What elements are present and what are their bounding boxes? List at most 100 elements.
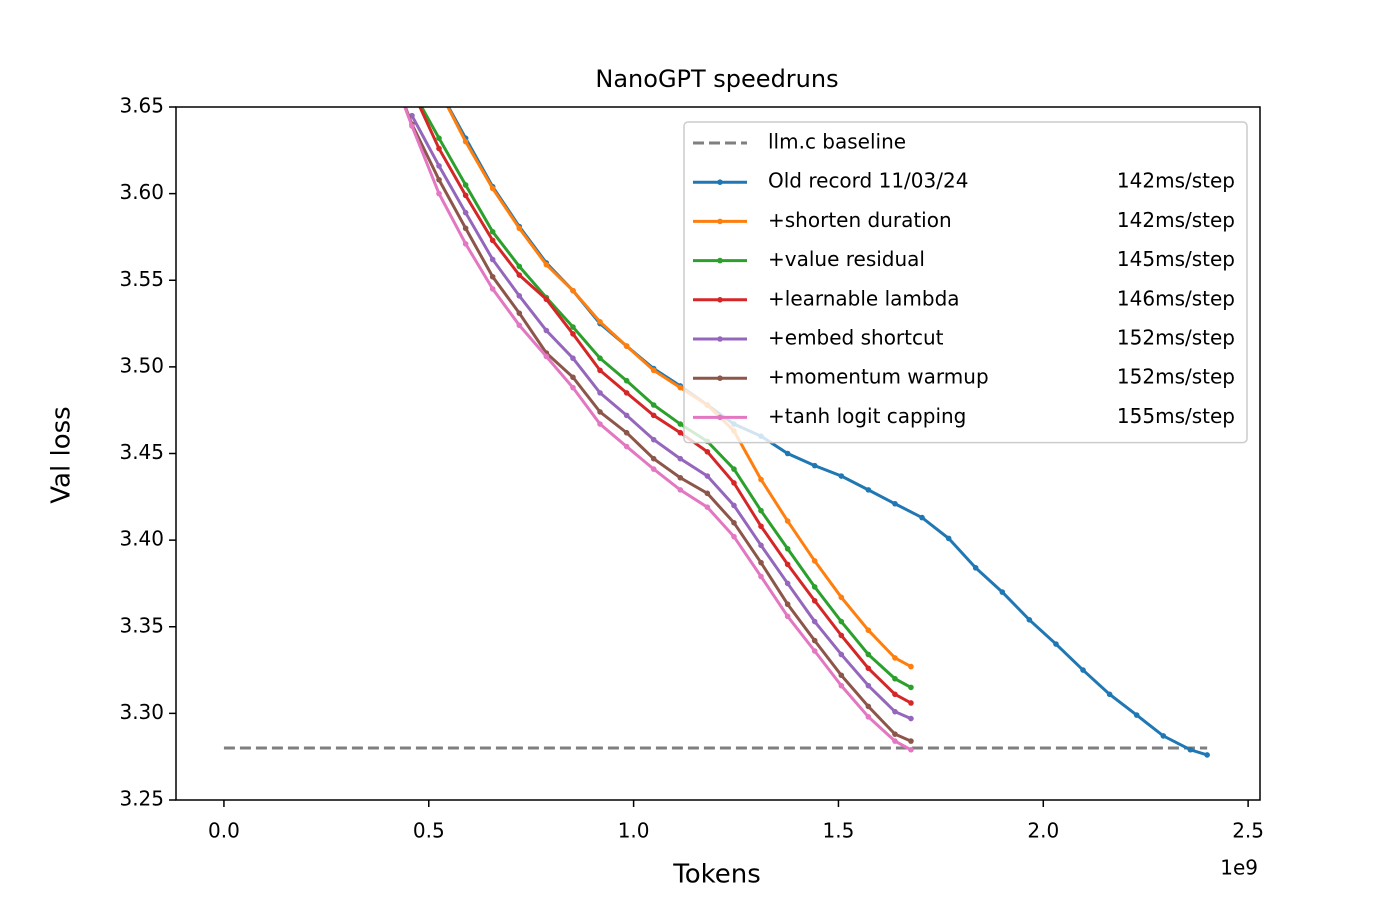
legend-label: +shorten duration xyxy=(768,208,952,232)
data-point xyxy=(972,565,979,571)
data-point xyxy=(811,584,818,590)
data-point xyxy=(597,367,603,374)
data-point xyxy=(784,450,791,457)
data-point xyxy=(704,490,711,497)
data-point xyxy=(784,561,791,568)
data-point xyxy=(892,675,898,682)
data-point xyxy=(436,135,442,141)
data-point xyxy=(704,504,711,511)
data-point xyxy=(597,319,603,325)
data-point xyxy=(731,466,737,472)
data-point xyxy=(784,601,791,608)
data-point xyxy=(838,473,845,479)
data-point xyxy=(811,462,818,469)
data-point xyxy=(650,402,657,408)
data-point xyxy=(811,597,818,604)
data-point xyxy=(516,263,523,270)
data-point xyxy=(597,421,603,427)
data-point xyxy=(462,192,469,199)
y-tick-label: 3.50 xyxy=(119,353,164,377)
legend-marker xyxy=(717,336,723,342)
data-point xyxy=(462,241,469,247)
legend-step-time: 142ms/step xyxy=(1117,169,1235,193)
data-point xyxy=(811,648,818,654)
data-point xyxy=(784,613,791,620)
data-point xyxy=(516,322,523,329)
legend-marker xyxy=(717,414,723,421)
data-point xyxy=(597,390,603,396)
legend-step-time: 142ms/step xyxy=(1117,208,1235,232)
x-tick-label: 0.5 xyxy=(413,819,445,843)
legend-label: +momentum warmup xyxy=(768,365,989,389)
data-point xyxy=(516,310,523,316)
data-point xyxy=(811,618,818,625)
data-point xyxy=(865,665,872,672)
data-point xyxy=(462,182,469,188)
data-point xyxy=(650,412,657,419)
data-point xyxy=(704,448,711,455)
data-point xyxy=(462,209,469,216)
data-point xyxy=(570,287,576,294)
data-point xyxy=(908,715,914,722)
data-point xyxy=(784,545,791,552)
data-point xyxy=(436,145,442,152)
data-point xyxy=(650,466,657,472)
data-point xyxy=(570,331,576,337)
data-point xyxy=(409,123,415,129)
legend-step-time: 155ms/step xyxy=(1117,404,1235,428)
data-point xyxy=(865,487,872,493)
data-point xyxy=(597,355,603,362)
data-point xyxy=(758,559,764,566)
data-point xyxy=(489,286,496,292)
x-tick-label: 2.5 xyxy=(1232,819,1264,843)
data-point xyxy=(650,455,657,462)
data-point xyxy=(543,261,550,268)
data-point xyxy=(865,703,872,710)
data-point xyxy=(677,384,684,391)
legend-marker xyxy=(717,179,723,185)
data-point xyxy=(1133,712,1140,718)
data-point xyxy=(489,273,496,280)
legend-label: +embed shortcut xyxy=(768,326,944,350)
y-axis-label: Val loss xyxy=(47,406,77,503)
data-point xyxy=(597,409,603,415)
data-point xyxy=(838,672,845,679)
legend: llm.c baseline Old record 11/03/24 142ms/s… xyxy=(683,121,1248,444)
data-point xyxy=(1080,667,1086,673)
data-point xyxy=(462,225,469,232)
legend-step-time: 145ms/step xyxy=(1117,247,1235,271)
data-point xyxy=(1160,733,1167,739)
axes: 0.0 0.5 1.0 1.5 2.0 2.5 3.25 3.30 3.35 3.40 3.45 3.… xyxy=(119,94,1264,843)
legend-step-time: 152ms/step xyxy=(1117,365,1235,389)
data-point xyxy=(892,708,898,715)
chart-title: NanoGPT speedruns xyxy=(595,65,838,93)
data-point xyxy=(731,480,737,486)
data-point xyxy=(623,443,630,450)
series-line xyxy=(410,114,912,720)
data-point xyxy=(908,746,914,753)
data-point xyxy=(731,533,737,540)
data-point xyxy=(543,353,550,360)
y-tick-label: 3.35 xyxy=(119,613,164,637)
data-point xyxy=(1106,691,1113,698)
legend-marker xyxy=(717,218,723,225)
data-point xyxy=(489,237,496,244)
data-point xyxy=(677,474,684,481)
data-point xyxy=(623,412,630,419)
legend-step-time: 152ms/step xyxy=(1117,326,1235,350)
x-tick-label: 0.0 xyxy=(208,819,240,843)
data-point xyxy=(436,163,442,169)
data-point xyxy=(908,684,914,691)
data-point xyxy=(1187,746,1194,753)
data-point xyxy=(892,500,898,507)
data-point xyxy=(838,632,845,639)
data-point xyxy=(784,580,791,587)
data-point xyxy=(462,138,469,145)
y-tick-label: 3.40 xyxy=(119,527,164,551)
legend-label: +learnable lambda xyxy=(768,286,960,310)
x-tick-label: 1.0 xyxy=(618,819,650,843)
data-point xyxy=(570,355,576,362)
data-point xyxy=(919,514,925,521)
data-point xyxy=(1204,752,1210,758)
data-point xyxy=(570,374,576,381)
